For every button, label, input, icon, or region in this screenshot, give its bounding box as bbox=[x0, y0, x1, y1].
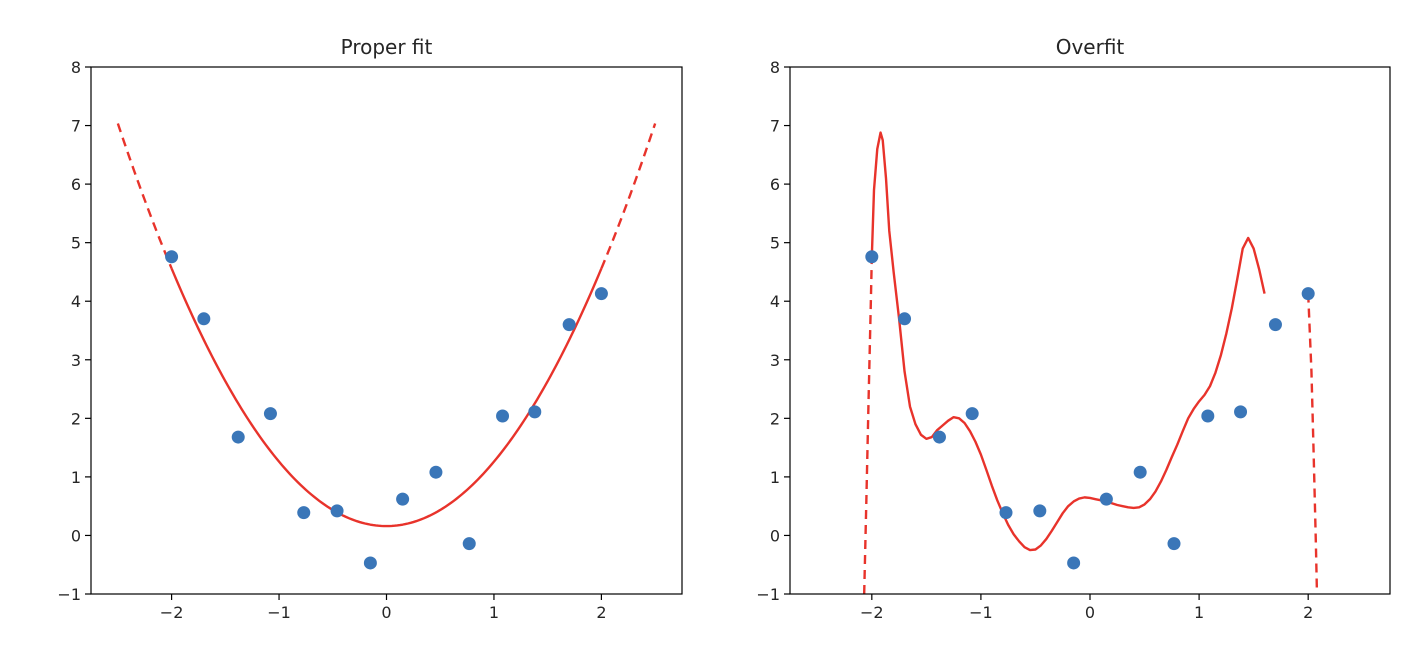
chart-title-overfit: Overfit bbox=[1056, 35, 1125, 59]
y-tick-label: 3 bbox=[71, 351, 81, 370]
x-tick-label: 1 bbox=[489, 603, 499, 622]
x-tick-label: 2 bbox=[1303, 603, 1313, 622]
data-point bbox=[562, 318, 576, 332]
fit-curve-dashed-left-overfit bbox=[862, 256, 874, 594]
axes-overfit: Overfit −2 −1 0 1 2 −1 0 1 2 3 4 5 6 7 8 bbox=[756, 35, 1391, 622]
data-point bbox=[1234, 405, 1248, 419]
data-point bbox=[231, 430, 245, 444]
y-tick-label: −1 bbox=[57, 585, 81, 604]
data-point bbox=[363, 556, 377, 570]
data-point bbox=[1133, 465, 1147, 479]
data-point bbox=[396, 492, 410, 506]
data-point bbox=[1301, 287, 1315, 301]
y-tick-label: 4 bbox=[770, 292, 780, 311]
chart-title-proper-fit: Proper fit bbox=[341, 35, 433, 59]
data-point bbox=[965, 407, 979, 421]
y-tick-label: −1 bbox=[756, 585, 780, 604]
axes-proper-fit: Proper fit −2 −1 0 1 2 −1 0 1 2 3 4 5 6 7 8 bbox=[57, 35, 683, 622]
fit-curve-overfit bbox=[870, 131, 1266, 552]
y-tick-label: 6 bbox=[770, 175, 780, 194]
data-point bbox=[898, 312, 912, 326]
y-tick-label: 5 bbox=[770, 234, 780, 253]
data-point bbox=[594, 287, 608, 301]
y-tick-label: 0 bbox=[71, 526, 81, 545]
y-tick-label: 5 bbox=[71, 234, 81, 253]
x-tick-label: 2 bbox=[596, 603, 606, 622]
data-point bbox=[263, 407, 277, 421]
data-point bbox=[297, 506, 311, 520]
data-point bbox=[1099, 492, 1113, 506]
fit-curve-dashed-right-overfit bbox=[1306, 293, 1319, 592]
y-tick-label: 2 bbox=[770, 409, 780, 428]
x-tick-label: −2 bbox=[860, 603, 884, 622]
data-point bbox=[496, 409, 510, 423]
fit-curve-dashed-right-proper-fit bbox=[600, 123, 657, 269]
y-tick-label: 4 bbox=[71, 292, 81, 311]
data-point bbox=[1268, 318, 1282, 332]
y-tick-label: 6 bbox=[71, 175, 81, 194]
y-tick-label: 7 bbox=[71, 117, 81, 136]
data-point bbox=[462, 537, 476, 551]
x-tick-label: 0 bbox=[381, 603, 391, 622]
data-point bbox=[197, 312, 211, 326]
data-point bbox=[1201, 409, 1215, 423]
y-tick-label: 2 bbox=[71, 409, 81, 428]
y-tick-label: 8 bbox=[770, 58, 780, 77]
fit-curve-dashed-left-proper-fit bbox=[116, 123, 173, 269]
y-tick-label: 8 bbox=[71, 58, 81, 77]
y-tick-label: 3 bbox=[770, 351, 780, 370]
x-tick-label: −2 bbox=[160, 603, 184, 622]
data-point bbox=[1167, 537, 1181, 551]
data-point bbox=[1067, 556, 1081, 570]
x-tick-label: 0 bbox=[1085, 603, 1095, 622]
y-tick-label: 7 bbox=[770, 117, 780, 136]
data-point bbox=[429, 465, 443, 479]
data-point bbox=[865, 250, 879, 264]
y-tick-label: 0 bbox=[770, 526, 780, 545]
y-tick-label: 1 bbox=[770, 468, 780, 487]
fit-curve-proper-fit bbox=[170, 267, 603, 528]
data-point bbox=[528, 405, 542, 419]
data-point bbox=[932, 430, 946, 444]
axes-frame-proper-fit bbox=[90, 66, 683, 595]
data-point bbox=[999, 506, 1013, 520]
x-tick-label: 1 bbox=[1194, 603, 1204, 622]
axes-frame-overfit bbox=[789, 66, 1391, 595]
data-point bbox=[165, 250, 179, 264]
data-point bbox=[330, 504, 344, 518]
y-tick-label: 1 bbox=[71, 468, 81, 487]
x-tick-label: −1 bbox=[267, 603, 291, 622]
x-tick-label: −1 bbox=[969, 603, 993, 622]
data-point bbox=[1033, 504, 1047, 518]
